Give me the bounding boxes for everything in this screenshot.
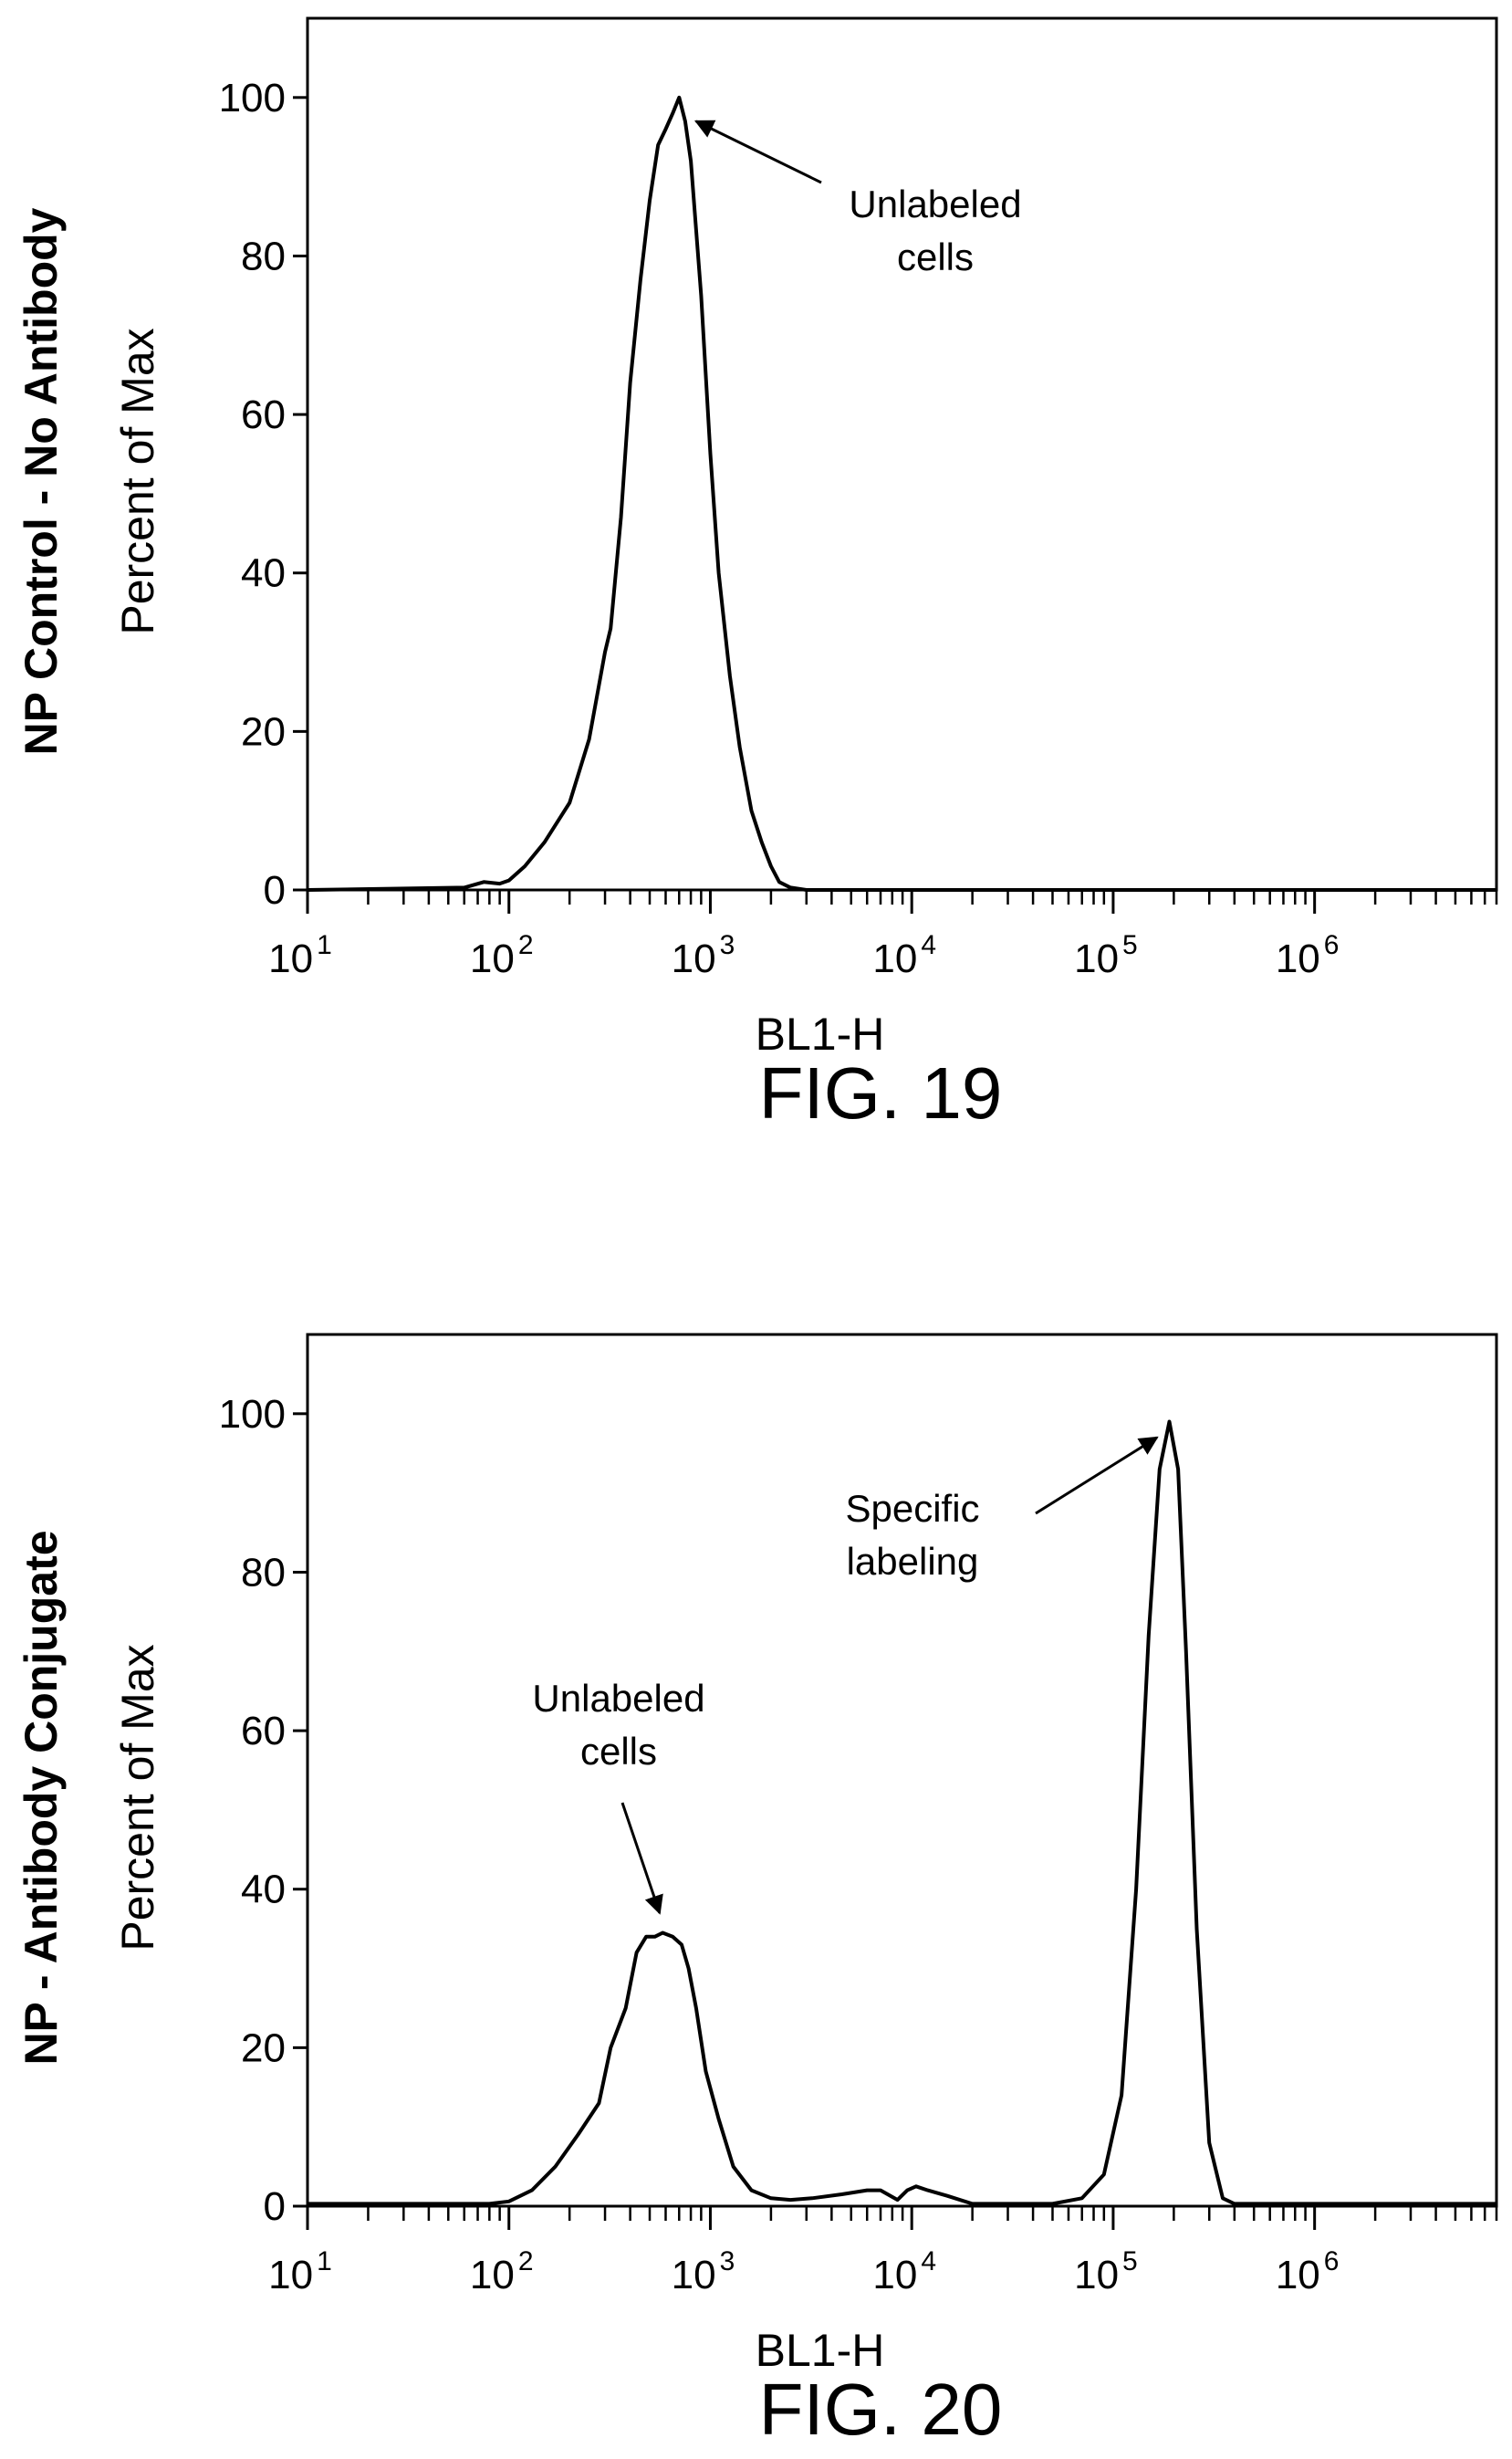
x-tick-label: 10 1	[268, 930, 332, 981]
annotation-text: cells	[580, 1730, 657, 1773]
plot-frame	[306, 1333, 1498, 2208]
plot-frame	[306, 16, 1498, 892]
y-tick-label: 40	[241, 1868, 286, 1912]
figure-caption: FIG. 20	[759, 2369, 1003, 2450]
chart-panel-2: 0 20 40 60 80 100 10 1 10 2 10 3 10 4 10 5 10 6 BL1-H Perce…	[16, 1333, 1498, 2450]
chart-panel-1: 0 20 40 60 80 100 10 1 10 2 10 3 10 4 10 5 10 6 BL1-H Perce…	[16, 16, 1498, 1134]
x-tick-label: 10 5	[1074, 2246, 1138, 2297]
x-axis-label: BL1-H	[756, 1009, 885, 1060]
annotation-arrow	[620, 1802, 663, 1915]
annotation-text: Specific	[845, 1487, 979, 1530]
side-label: NP - Antibody Conjugate	[16, 1530, 67, 2065]
x-tick-label: 10 5	[1074, 930, 1138, 981]
y-tick-label: 0	[264, 2184, 286, 2229]
annotation: Specific labeling	[845, 1436, 1159, 1583]
x-tick-label: 10 3	[672, 2246, 735, 2297]
y-tick-label: 20	[241, 2025, 286, 2070]
annotation-arrow	[693, 120, 822, 184]
y-tick-label: 0	[264, 868, 286, 913]
x-tick-label: 10 3	[672, 930, 735, 981]
annotation-text: Unlabeled	[849, 183, 1021, 225]
x-tick-label: 10 2	[470, 930, 534, 981]
x-tick-label: 10 1	[268, 2246, 332, 2297]
x-axis-label: BL1-H	[756, 2325, 885, 2376]
y-axis-label: Percent of Max	[112, 328, 163, 634]
annotation: Unlabeled cells	[693, 120, 1022, 278]
y-tick-label: 40	[241, 551, 286, 596]
x-tick-label: 10 4	[872, 930, 936, 981]
y-tick-label: 60	[241, 392, 286, 437]
y-tick-label: 100	[219, 76, 286, 120]
y-axis-label: Percent of Max	[112, 1644, 163, 1951]
x-tick-label: 10 2	[470, 2246, 534, 2297]
x-tick-label: 10 6	[1276, 2246, 1340, 2297]
annotation-arrow	[1035, 1436, 1159, 1515]
side-label: NP Control - No Antibody	[16, 207, 67, 755]
annotation: Unlabeled cells	[532, 1677, 705, 1915]
x-tick-label: 10 4	[872, 2246, 936, 2297]
y-tick-label: 60	[241, 1709, 286, 1753]
histogram-series-line	[308, 1419, 1496, 2206]
x-tick-label: 10 6	[1276, 930, 1340, 981]
annotation-text: labeling	[847, 1540, 979, 1583]
figure-caption: FIG. 19	[759, 1052, 1003, 1134]
y-tick-label: 80	[241, 1550, 286, 1595]
histogram-series-line	[307, 95, 1496, 892]
annotation-text: Unlabeled	[532, 1677, 704, 1720]
y-tick-label: 80	[241, 234, 286, 278]
annotation-text: cells	[897, 235, 974, 278]
y-tick-label: 100	[219, 1392, 286, 1437]
y-tick-label: 20	[241, 709, 286, 754]
